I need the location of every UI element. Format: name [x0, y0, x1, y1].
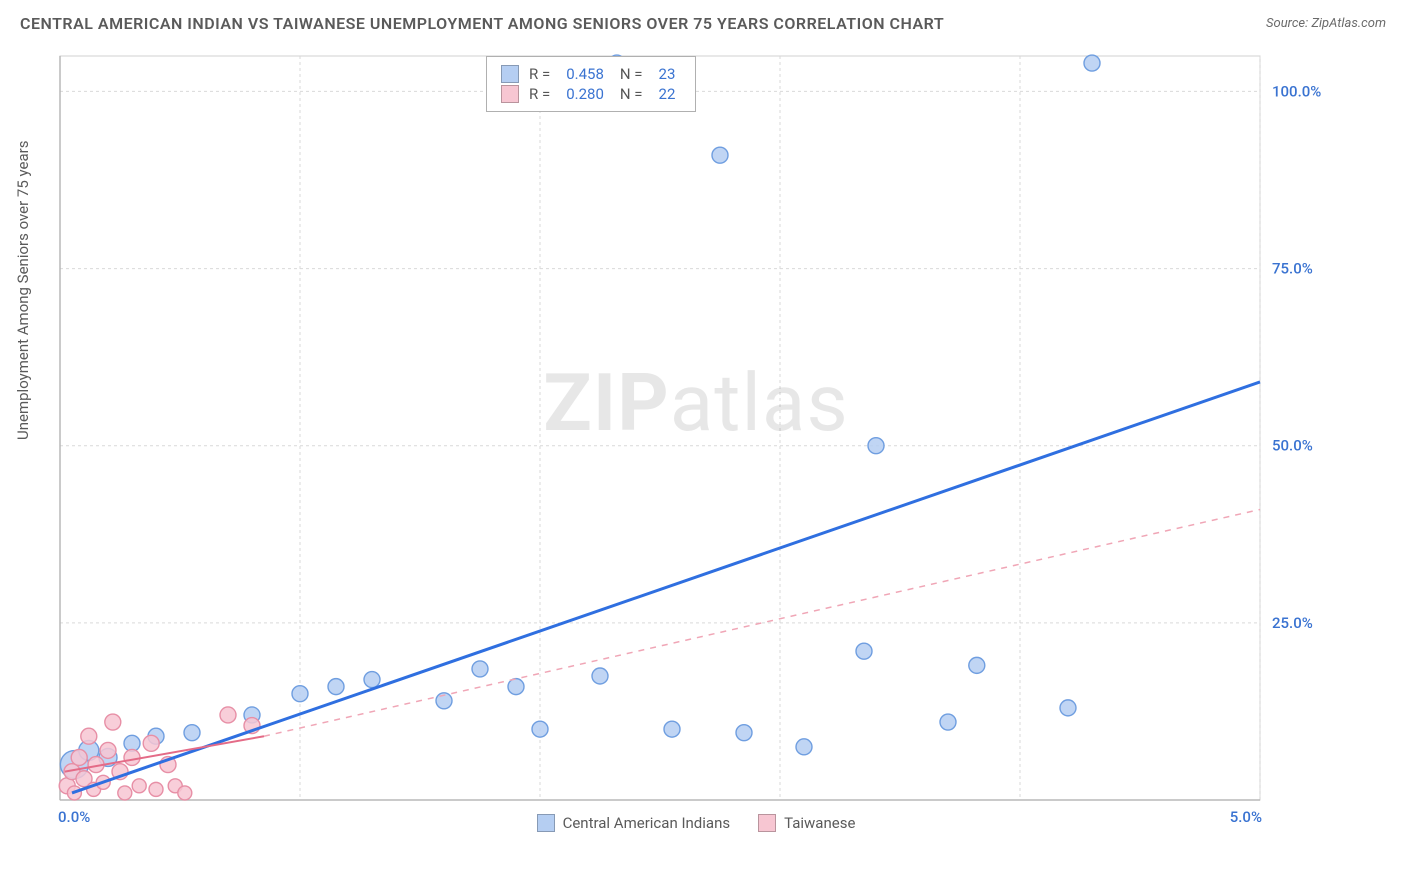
svg-text:100.0%: 100.0% [1272, 82, 1321, 100]
correlation-legend: R = 0.458 N = 23 R = 0.280 N = 22 [486, 56, 696, 112]
series-legend: Central American Indians Taiwanese [56, 814, 1336, 832]
svg-text:25.0%: 25.0% [1272, 614, 1313, 632]
scatter-chart-svg: 25.0%50.0%75.0%100.0%0.0%5.0% [56, 52, 1336, 832]
legend-n-value: 23 [659, 65, 676, 83]
source-name: ZipAtlas.com [1311, 16, 1386, 31]
legend-item: Central American Indians [537, 814, 731, 832]
legend-n-label: N = [620, 65, 643, 83]
chart-header: CENTRAL AMERICAN INDIAN VS TAIWANESE UNE… [0, 0, 1406, 46]
y-axis-label: Unemployment Among Seniors over 75 years [14, 141, 32, 440]
legend-row: R = 0.458 N = 23 [501, 65, 681, 83]
legend-r-label: R = [529, 85, 550, 103]
svg-text:50.0%: 50.0% [1272, 437, 1313, 455]
chart-title: CENTRAL AMERICAN INDIAN VS TAIWANESE UNE… [20, 14, 944, 33]
svg-text:75.0%: 75.0% [1272, 260, 1313, 278]
legend-swatch [501, 85, 519, 103]
legend-r-label: R = [529, 65, 550, 83]
legend-n-value: 22 [659, 85, 676, 103]
legend-label: Taiwanese [784, 814, 855, 832]
plot-area: 25.0%50.0%75.0%100.0%0.0%5.0% ZIPatlas R… [56, 52, 1336, 832]
chart-source: Source: ZipAtlas.com [1266, 16, 1386, 31]
source-label: Source: [1266, 16, 1308, 31]
legend-r-value: 0.280 [566, 85, 604, 103]
legend-label: Central American Indians [563, 814, 731, 832]
legend-row: R = 0.280 N = 22 [501, 85, 681, 103]
legend-item: Taiwanese [758, 814, 855, 832]
legend-swatch [537, 814, 555, 832]
legend-swatch [758, 814, 776, 832]
legend-r-value: 0.458 [566, 65, 604, 83]
legend-n-label: N = [620, 85, 643, 103]
legend-swatch [501, 65, 519, 83]
